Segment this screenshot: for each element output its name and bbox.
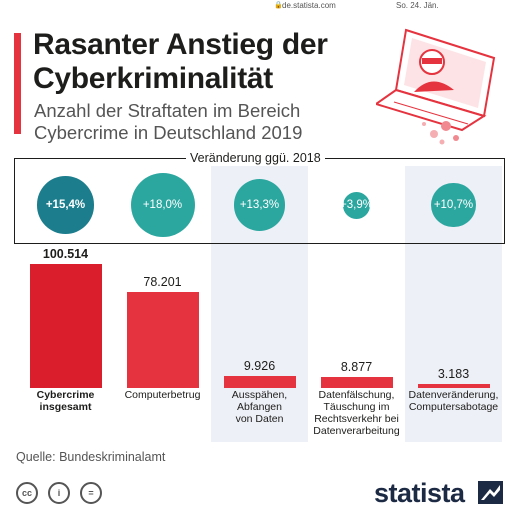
status-bar: 🔒 de.statista.com So. 24. Jän. — [0, 0, 519, 12]
category-label-5: Datenveränderung, Computersabotage — [406, 389, 502, 413]
bar-5 — [417, 384, 490, 388]
category-label-line: Computersabotage — [408, 401, 499, 413]
category-label-line: Datenverarbeitung — [313, 425, 400, 437]
page-subtitle: Anzahl der Straftaten im Bereich Cybercr… — [34, 100, 302, 144]
statista-logo-icon — [478, 481, 503, 504]
hacker-laptop-illustration — [376, 28, 496, 145]
bar-1 — [29, 264, 102, 388]
subtitle-line-2: Cybercrime in Deutschland 2019 — [34, 122, 303, 143]
value-label-2: 78.201 — [143, 274, 182, 289]
url-text[interactable]: de.statista.com — [282, 1, 336, 10]
change-bubble-1: +15,4% — [36, 176, 95, 234]
category-label-line: Datenfälschung, — [318, 389, 395, 401]
category-label-4: Datenfälschung, Täuschung im Rechtsverkehr… — [309, 389, 405, 437]
change-bubble-4: +3,9% — [340, 191, 373, 219]
value-label-4: 8.877 — [340, 360, 373, 375]
category-label-line: Computerbetrug — [124, 389, 201, 401]
attribution-icon[interactable]: i — [48, 482, 70, 504]
category-label-line: Täuschung im — [323, 401, 390, 413]
title-accent-bar — [14, 33, 21, 134]
change-title: Veränderung ggü. 2018 — [186, 151, 325, 165]
lock-icon: 🔒 — [274, 2, 283, 9]
bar-2 — [126, 291, 199, 388]
category-label-2: Computerbetrug — [115, 389, 211, 401]
category-label-line: von Daten — [235, 413, 284, 425]
category-label-line: Ausspähen, — [231, 389, 288, 401]
subtitle-line-1: Anzahl der Straftaten im Bereich — [34, 100, 301, 121]
no-derivatives-icon[interactable]: = — [80, 482, 102, 504]
category-label-line: insgesamt — [39, 401, 92, 413]
title-line-1: Rasanter Anstieg der — [33, 28, 328, 61]
change-bubble-3: +13,3% — [233, 179, 286, 231]
value-label-3: 9.926 — [243, 358, 276, 373]
change-bubble-2: +18,0% — [130, 173, 195, 237]
bar-4 — [320, 377, 393, 388]
category-label-3: Ausspähen, Abfangen von Daten — [212, 389, 308, 425]
value-label-1: 100.514 — [42, 247, 89, 261]
hacker-icon — [414, 49, 454, 92]
value-label-5: 3.183 — [437, 367, 470, 381]
change-bubble-5: +10,7% — [431, 182, 476, 228]
category-label-1: Cybercrime insgesamt — [18, 389, 114, 413]
title-line-2: Cyberkriminalität — [33, 62, 273, 95]
category-label-line: Datenveränderung, — [408, 389, 499, 401]
laptop-icon — [376, 28, 496, 132]
date-text: So. 24. Jän. — [396, 1, 439, 10]
category-label-line: Cybercrime — [36, 389, 95, 401]
category-label-line: Abfangen — [237, 401, 282, 413]
bar-3 — [223, 375, 296, 388]
source-text: Quelle: Bundeskriminalamt — [16, 450, 166, 464]
page-title: Rasanter Anstieg der Cyberkriminalität — [33, 28, 328, 96]
category-label-line: Rechtsverkehr bei — [314, 413, 399, 425]
cc-icon[interactable]: cc — [16, 482, 38, 504]
statista-logo[interactable]: statista — [374, 478, 465, 508]
